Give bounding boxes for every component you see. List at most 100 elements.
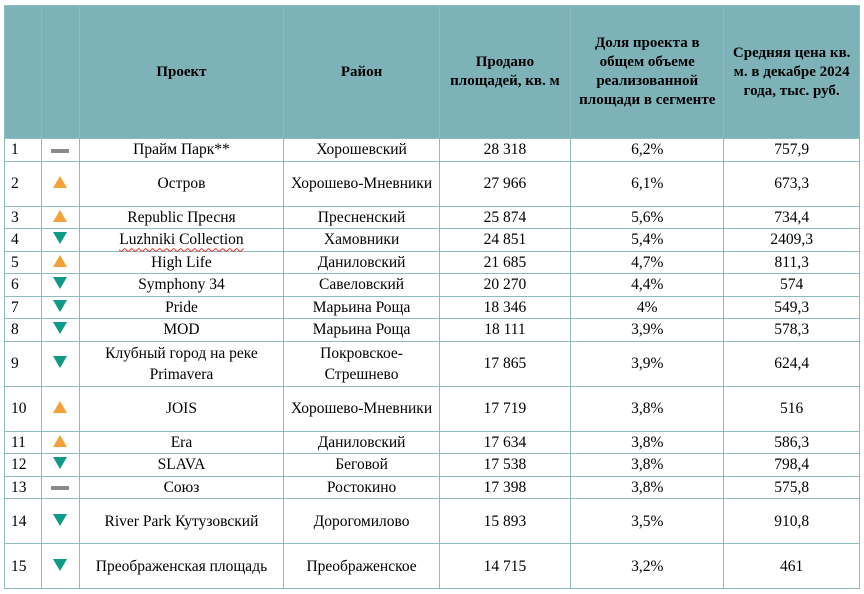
share-cell-text: 3,2% — [631, 557, 664, 575]
project-cell: Era — [78, 430, 285, 454]
triangle-up-icon — [53, 434, 68, 447]
table-row: 11 Era Даниловский 17 634 3,8% 586,3 — [3, 430, 860, 454]
project-cell: Republic Пресня — [78, 205, 285, 229]
rank-cell-text: 9 — [11, 355, 19, 372]
sold-cell-text: 21 685 — [483, 253, 527, 271]
share-cell: 4,4% — [570, 273, 725, 297]
sold-cell: 17 634 — [438, 430, 572, 454]
sold-cell: 17 398 — [438, 475, 572, 499]
project-cell-text: MOD — [163, 321, 200, 339]
sold-cell-text: 14 715 — [483, 557, 527, 575]
triangle-down-icon — [53, 299, 68, 312]
project-cell-text: Клубный город на реке Primavera — [105, 344, 258, 383]
project-cell-text: Союз — [163, 478, 200, 496]
share-cell-text: 4,4% — [631, 276, 664, 294]
rank-cell-text: 13 — [11, 478, 27, 496]
project-cell-text: Остров — [157, 175, 206, 192]
share-cell-text: 3,8% — [631, 456, 664, 474]
trend-cell — [41, 543, 80, 589]
sold-cell: 25 874 — [438, 205, 572, 229]
price-cell: 516 — [723, 385, 860, 432]
share-cell-text: 3,8% — [631, 433, 664, 451]
header-project: Проект — [78, 5, 285, 139]
rank-cell: 2 — [3, 160, 43, 207]
project-cell: SLAVA — [78, 453, 285, 477]
district-cell-text: Ростокино — [326, 478, 397, 496]
district-cell-text: Покровское-Стрешнево — [320, 344, 403, 383]
rank-cell: 15 — [3, 543, 43, 589]
header-share: Доля проекта в общем объеме реализованно… — [570, 5, 725, 139]
project-cell-text: Прайм Парк** — [133, 141, 230, 159]
triangle-up-icon — [53, 401, 68, 413]
rank-cell: 11 — [3, 430, 43, 454]
rank-cell-text: 7 — [11, 298, 19, 316]
triangle-up-icon — [53, 209, 68, 222]
district-cell-text: Даниловский — [317, 433, 406, 451]
header-trend — [41, 5, 80, 139]
district-cell: Марьина Роща — [283, 318, 440, 342]
dash-icon — [51, 148, 70, 153]
district-cell-text: Марьина Роща — [312, 321, 411, 339]
share-cell-text: 3,9% — [631, 355, 664, 372]
price-cell: 578,3 — [723, 318, 860, 342]
triangle-up-icon — [53, 176, 68, 188]
price-cell-text: 2409,3 — [770, 231, 813, 249]
price-cell: 586,3 — [723, 430, 860, 454]
rank-cell-text: 1 — [11, 141, 19, 159]
triangle-down-icon — [53, 232, 68, 245]
district-cell: Дорогомилово — [283, 498, 440, 544]
sold-cell: 18 346 — [438, 295, 572, 319]
share-cell: 6,1% — [570, 160, 725, 207]
triangle-down-icon — [53, 558, 68, 571]
district-cell: Хорошевский — [283, 138, 440, 162]
rank-cell-text: 14 — [11, 512, 27, 530]
project-cell-text: High Life — [151, 253, 212, 271]
price-cell-text: 549,3 — [774, 298, 810, 316]
district-cell-text: Савеловский — [319, 276, 405, 294]
share-cell-text: 3,8% — [631, 400, 664, 417]
sold-cell-text: 27 966 — [483, 175, 527, 192]
sold-cell-text: 28 318 — [483, 141, 527, 159]
project-cell-text: Symphony 34 — [138, 276, 225, 294]
share-cell: 4,7% — [570, 250, 725, 274]
rank-cell: 14 — [3, 498, 43, 544]
triangle-up-icon — [53, 254, 68, 267]
district-cell-text: Преображенское — [306, 557, 417, 575]
table-row: 10 JOIS Хорошево-Мневники 17 719 3,8% 516 — [3, 385, 860, 432]
triangle-down-icon — [53, 277, 68, 290]
trend-cell — [41, 498, 80, 544]
rank-cell: 8 — [3, 318, 43, 342]
project-cell-text: Era — [170, 433, 193, 451]
price-cell: 673,3 — [723, 160, 860, 207]
sold-cell-text: 17 538 — [483, 456, 527, 474]
project-cell: Клубный город на реке Primavera — [78, 340, 285, 387]
sold-cell: 14 715 — [438, 543, 572, 589]
price-cell-text: 586,3 — [774, 433, 810, 451]
trend-cell — [41, 475, 80, 499]
share-cell-text: 6,2% — [631, 141, 664, 159]
district-cell-text: Беговой — [335, 456, 388, 474]
trend-cell — [41, 340, 80, 387]
trend-cell — [41, 273, 80, 297]
triangle-down-icon — [53, 457, 68, 470]
price-cell-text: 578,3 — [774, 321, 810, 339]
district-cell: Хорошево-Мневники — [283, 160, 440, 207]
rank-cell-text: 10 — [11, 400, 27, 417]
trend-cell — [41, 138, 80, 162]
trend-cell — [41, 160, 80, 207]
district-cell-text: Пресненский — [317, 208, 406, 226]
project-cell: JOIS — [78, 385, 285, 432]
district-cell: Беговой — [283, 453, 440, 477]
share-cell-text: 5,6% — [631, 208, 664, 226]
share-cell: 3,8% — [570, 430, 725, 454]
share-cell: 3,8% — [570, 385, 725, 432]
district-cell: Даниловский — [283, 250, 440, 274]
share-cell: 6,2% — [570, 138, 725, 162]
project-cell-text: Преображенская площадь — [95, 557, 268, 575]
rank-cell: 3 — [3, 205, 43, 229]
share-cell: 5,4% — [570, 228, 725, 252]
share-cell-text: 5,4% — [631, 231, 664, 249]
price-cell: 461 — [723, 543, 860, 589]
share-cell-text: 3,5% — [631, 512, 664, 530]
district-cell-text: Хорошево-Мневники — [291, 400, 433, 417]
